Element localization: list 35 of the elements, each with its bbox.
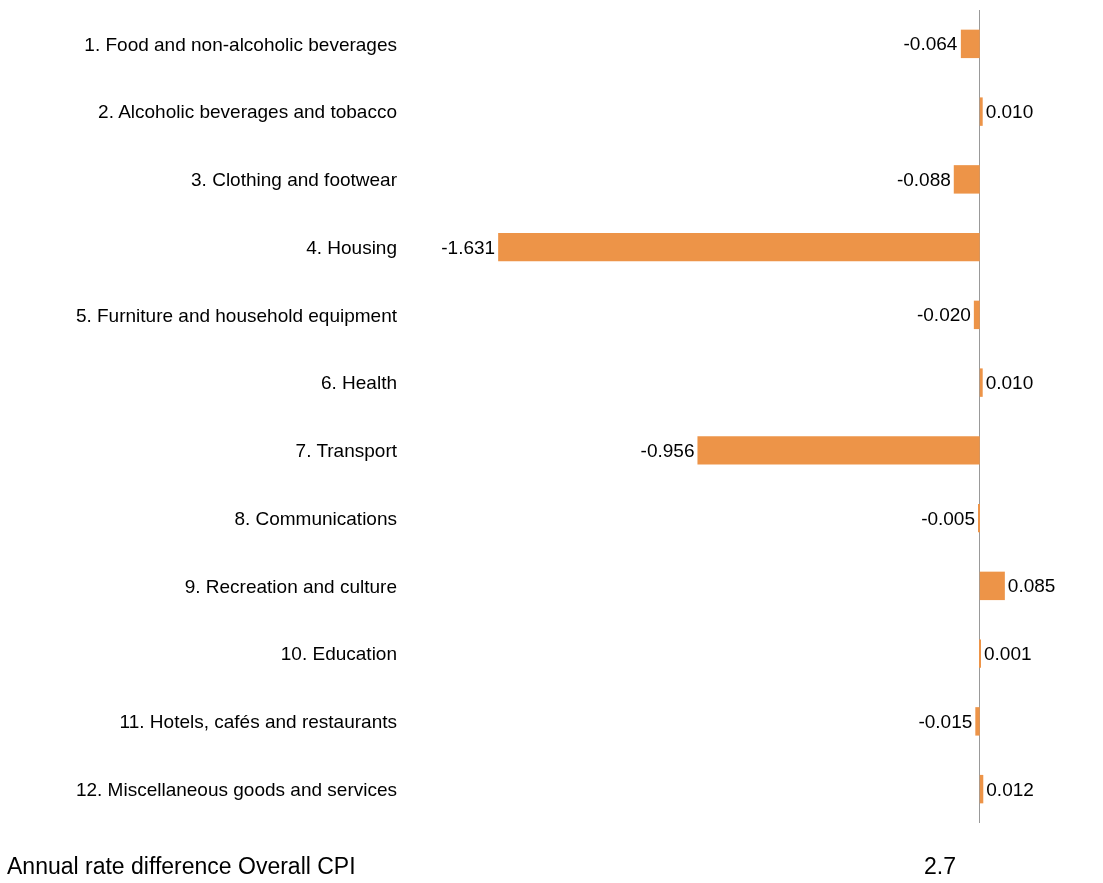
data-label: 0.010 [985,101,1034,123]
data-label: 0.010 [985,372,1034,394]
y-tick-label: 1. Food and non-alcoholic beverages [84,33,397,55]
data-label: -0.064 [903,33,958,55]
data-label: -0.005 [921,507,975,529]
y-tick-label: 5. Furniture and household equipment [75,304,398,326]
y-tick-label: 9. Recreation and culture [184,575,397,597]
bar [979,368,983,397]
text: 2.7 [924,853,956,879]
y-tick-label: 12. Miscellaneous goods and services [75,778,397,800]
data-label: -1.631 [441,236,496,258]
bar [975,707,980,736]
y-tick-label: 2. Alcoholic beverages and tobacco [98,101,397,123]
bar [498,232,980,262]
data-label: -0.088 [896,168,951,190]
data-label: -0.015 [918,710,973,732]
y-tick-label: 10. Education [280,643,397,665]
bar [979,97,983,126]
data-label: 0.001 [984,643,1032,665]
y-tick-label: 3. Clothing and footwear [191,169,398,191]
bar [979,571,1005,601]
text: Annual rate difference Overall CPI [7,853,356,879]
bar [973,300,980,330]
y-tick-label: 11. Hotels, cafés and restaurants [119,711,397,733]
bar [697,436,980,465]
bar [960,29,980,59]
y-tick-label: 4. Housing [306,236,397,258]
y-tick-label: 8. Communications [234,507,397,529]
data-label: -0.956 [640,439,695,461]
data-label: -0.020 [916,304,971,326]
data-label: 0.085 [1007,575,1056,597]
y-tick-label: 7. Transport [295,440,398,462]
y-tick-label: 6. Health [320,372,397,394]
data-label: 0.012 [986,778,1034,800]
bar [953,165,980,194]
